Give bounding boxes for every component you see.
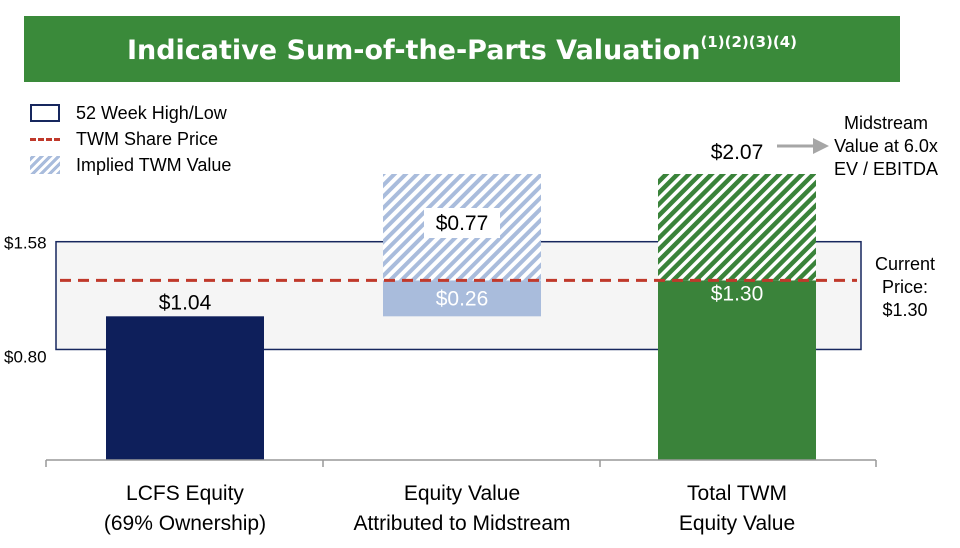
- legend-swatch-box: [30, 104, 60, 122]
- category-label: Total TWM: [687, 482, 787, 505]
- current-price-annotation: Current Price: $1.30: [860, 253, 950, 322]
- data-label: $1.04: [159, 291, 212, 314]
- legend-item-52-week: 52 Week High/Low: [30, 100, 231, 126]
- range-low-label: $0.80: [4, 347, 47, 366]
- bar-segment: [383, 280, 541, 317]
- bar-segment: [658, 174, 816, 281]
- data-label-box: [424, 208, 500, 238]
- category-label: Equity Value: [679, 512, 795, 535]
- chart-title: Indicative Sum-of-the-Parts Valuation(1)…: [126, 32, 798, 66]
- title-banner: Indicative Sum-of-the-Parts Valuation(1)…: [24, 16, 900, 82]
- annotation-line: Value at 6.0x: [834, 136, 938, 156]
- footnote-refs: (1)(2)(3)(4): [700, 32, 798, 51]
- annotation-line: Current: [874, 254, 936, 274]
- midstream-annotation: Midstream Value at 6.0x EV / EBITDA: [826, 112, 946, 181]
- range-high-label: $1.58: [4, 234, 47, 253]
- data-label: $0.77: [436, 212, 489, 235]
- total-value-label: $2.07: [711, 141, 764, 164]
- legend-item-share-price: TWM Share Price: [30, 126, 231, 152]
- legend-item-implied-value: Implied TWM Value: [30, 152, 231, 178]
- legend-swatch-hatch: [30, 156, 60, 174]
- annotation-line: EV / EBITDA: [833, 159, 939, 179]
- category-label: Attributed to Midstream: [353, 512, 570, 535]
- annotation-line: Price:: [881, 277, 928, 297]
- bar-segment: [658, 280, 816, 460]
- category-label: (69% Ownership): [104, 512, 266, 535]
- category-label: LCFS Equity: [126, 482, 244, 505]
- annotation-line: Midstream: [843, 113, 928, 133]
- total-arrow-head: [813, 138, 829, 154]
- legend-label: Implied TWM Value: [76, 154, 232, 175]
- legend-swatch-dash: [30, 137, 60, 141]
- category-label: Equity Value: [404, 482, 520, 505]
- bar-segment: [106, 316, 264, 460]
- annotation-line: $1.30: [882, 300, 928, 320]
- data-label: $1.30: [711, 282, 764, 305]
- legend-label: 52 Week High/Low: [76, 102, 227, 123]
- legend-label: TWM Share Price: [76, 128, 219, 149]
- data-label: $0.26: [436, 287, 489, 310]
- legend: 52 Week High/Low TWM Share Price Implied…: [30, 100, 231, 178]
